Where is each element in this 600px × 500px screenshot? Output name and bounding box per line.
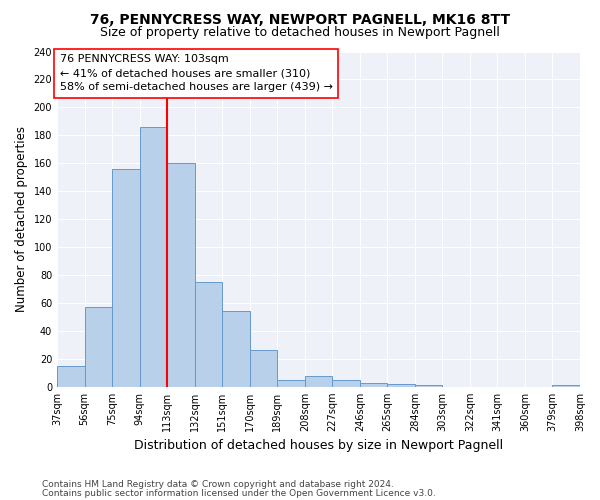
Text: Contains HM Land Registry data © Crown copyright and database right 2024.: Contains HM Land Registry data © Crown c… [42,480,394,489]
Bar [112,169,140,387]
Text: 76 PENNYCRESS WAY: 103sqm
← 41% of detached houses are smaller (310)
58% of semi: 76 PENNYCRESS WAY: 103sqm ← 41% of detac… [60,54,333,92]
Text: Contains public sector information licensed under the Open Government Licence v3: Contains public sector information licen… [42,488,436,498]
Y-axis label: Number of detached properties: Number of detached properties [15,126,28,312]
Bar [222,312,250,387]
X-axis label: Distribution of detached houses by size in Newport Pagnell: Distribution of detached houses by size … [134,440,503,452]
Bar [388,384,415,387]
Bar [415,386,442,387]
Bar [57,366,85,387]
Bar [305,376,332,387]
Bar [277,380,305,387]
Bar [85,307,112,387]
Text: 76, PENNYCRESS WAY, NEWPORT PAGNELL, MK16 8TT: 76, PENNYCRESS WAY, NEWPORT PAGNELL, MK1… [90,12,510,26]
Bar [140,127,167,387]
Bar [553,386,580,387]
Bar [250,350,277,387]
Bar [360,382,388,387]
Text: Size of property relative to detached houses in Newport Pagnell: Size of property relative to detached ho… [100,26,500,39]
Bar [194,282,222,387]
Bar [167,164,194,387]
Bar [332,380,360,387]
